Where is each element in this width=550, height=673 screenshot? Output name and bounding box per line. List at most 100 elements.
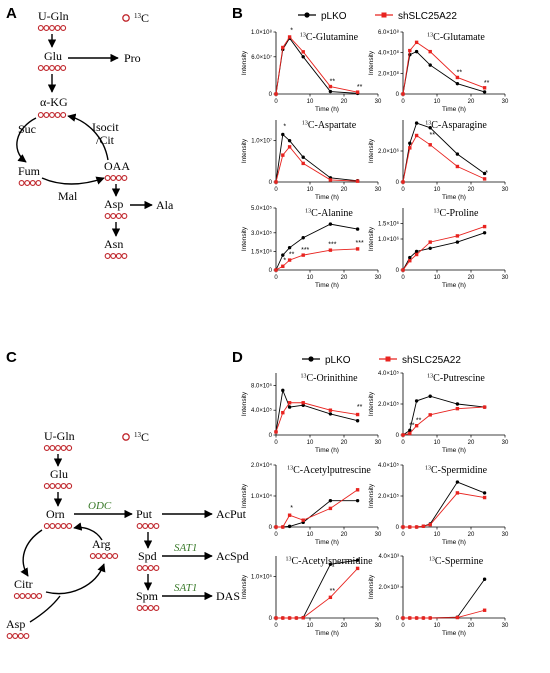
data-point-plko [301, 236, 305, 240]
x-axis-title: Time (h) [442, 539, 466, 546]
data-point-sh [328, 506, 333, 511]
chart-acetylputrescine: 0 10 20 30 0 1.0×10⁴ 2.0×10⁴ Time (h) Intensity 1… [241, 462, 382, 546]
carbon-atom [121, 213, 128, 219]
y-axis-title: Intensity [241, 138, 248, 163]
legend-b: pLKO shSLC25A22 [298, 11, 457, 22]
chart-title: 13C-Glutamate [427, 32, 485, 43]
series-line-sh [275, 146, 358, 183]
data-point-sh [287, 616, 292, 620]
y-tick-label: 1.5×10⁶ [378, 221, 400, 228]
x-tick-label: 20 [468, 440, 475, 446]
y-axis-title: Intensity [241, 574, 248, 599]
carbon-atom [60, 25, 67, 31]
chart-aspartate: 0 10 20 30 0 1.0×10⁷ Time (h) Intensity 13C-Aspa… [241, 120, 382, 201]
series-line-sh [275, 36, 358, 95]
carbon-atom [89, 553, 96, 559]
node-pro-a: Pro [124, 51, 141, 65]
y-tick-label: 2.0×10⁵ [378, 401, 400, 408]
y-tick-label: 2.0×10⁴ [251, 462, 273, 469]
significance-mark: ** [429, 132, 435, 139]
data-point-sh [281, 153, 285, 157]
carbon-atom [12, 633, 19, 639]
data-point-plko [281, 253, 285, 257]
x-tick-label: 30 [375, 532, 382, 538]
y-tick-label: 2.0×10⁵ [378, 493, 400, 500]
data-point-sh [287, 145, 292, 149]
data-point-plko [301, 55, 305, 59]
y-tick-label: 0 [269, 433, 273, 439]
significance-mark: * [485, 170, 488, 177]
carbon-atom [37, 65, 44, 71]
node-asp-c: Asp [6, 617, 25, 631]
x-tick-label: 30 [375, 440, 382, 446]
data-point-plko [482, 90, 487, 94]
data-point-plko [408, 141, 412, 145]
data-point-sh [281, 616, 285, 620]
node-oaa-a: OAA [104, 159, 130, 173]
data-point-sh [274, 268, 278, 272]
data-point-plko [455, 402, 460, 406]
data-point-plko [355, 498, 360, 503]
y-tick-label: 1.0×10⁸ [251, 29, 273, 36]
panel-letter-d: D [232, 349, 243, 366]
data-point-plko [414, 121, 419, 125]
carbon-atom [142, 565, 149, 571]
carbon-atom [110, 175, 117, 181]
carbon-atom [95, 553, 102, 559]
data-point-sh [455, 491, 460, 495]
significance-mark: ** [416, 418, 422, 425]
panel-letter-a: A [6, 5, 17, 22]
carbon-chain-orn-c [43, 523, 73, 529]
carbon-atom [19, 593, 26, 599]
data-point-sh [482, 86, 487, 90]
carbon-atom [121, 253, 128, 259]
data-point-sh [355, 488, 360, 492]
x-tick-label: 20 [341, 532, 348, 538]
y-tick-label: 1.0×10⁵ [251, 574, 273, 581]
y-tick-label: 0 [269, 268, 273, 274]
data-point-sh [414, 616, 419, 620]
x-tick-label: 0 [274, 440, 278, 446]
data-point-plko [287, 245, 292, 250]
node-arg-c: Arg [92, 537, 110, 551]
x-axis-title: Time (h) [442, 447, 466, 454]
carbon-atom [104, 253, 111, 259]
carbon-atom [29, 180, 36, 186]
x-tick-label: 20 [468, 623, 475, 629]
series-line-plko [275, 388, 358, 432]
data-point-sh [274, 616, 278, 620]
pathway-diagram-c: 13C U-Gln Glu Orn ODC Put AcPut Spd SAT1… [6, 429, 249, 639]
significance-mark: ** [289, 251, 295, 258]
carbon-chain-oaa-a [104, 175, 128, 181]
data-point-sh [274, 92, 278, 96]
data-point-plko [428, 126, 432, 130]
chart-glutamate: 0 10 20 30 0 2.0×10⁸ 4.0×10⁸ 6.0×10⁸ Time (h) Int… [368, 29, 509, 113]
x-tick-label: 20 [341, 187, 348, 193]
isotope-legend-label: 13C [134, 11, 149, 25]
data-point-plko [455, 480, 460, 484]
carbon-atom [55, 523, 61, 529]
x-axis-title: Time (h) [442, 194, 466, 201]
x-tick-label: 0 [401, 187, 405, 193]
chart-alanine: 0 10 20 30 0 1.5×10⁵ 3.0×10⁵ 5.0×10⁵ Time (h) Int… [241, 205, 382, 289]
x-tick-label: 20 [341, 275, 348, 281]
carbon-atom [110, 213, 117, 219]
series-line-plko [403, 578, 485, 619]
y-tick-label: 4.0×10⁵ [378, 462, 400, 469]
chart-title: 13C-Putrescine [427, 373, 485, 384]
data-point-plko [355, 227, 360, 231]
carbon-atom [13, 593, 20, 599]
node-fum-a: Fum [18, 164, 41, 178]
data-point-plko [455, 81, 460, 86]
node-spm-c: Spm [136, 589, 159, 603]
data-point-plko [328, 562, 333, 566]
data-point-sh [414, 40, 419, 45]
carbon-atom [153, 523, 160, 529]
y-tick-label: 2.0×10³ [378, 585, 399, 591]
y-tick-label: 0 [396, 92, 400, 98]
x-tick-label: 0 [274, 99, 278, 105]
y-tick-label: 0 [396, 180, 400, 186]
carbon-atom [153, 605, 160, 611]
y-tick-label: 0 [269, 180, 273, 186]
node-suc-a: Suc [18, 122, 36, 136]
